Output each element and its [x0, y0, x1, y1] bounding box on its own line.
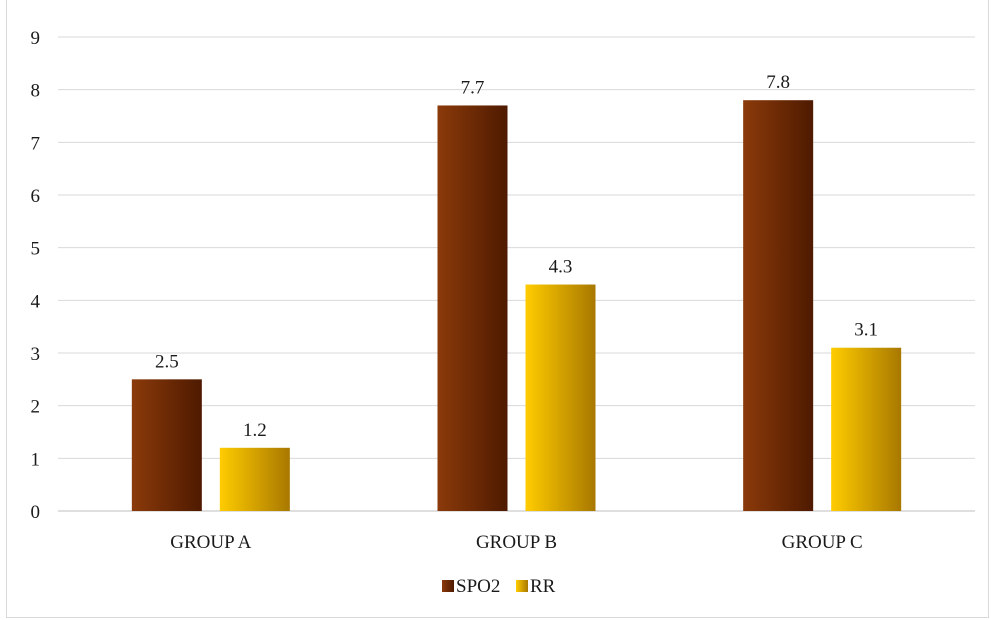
chart-frame: [6, 0, 989, 618]
legend-label: RR: [530, 576, 556, 597]
bar-rr: [219, 447, 290, 511]
x-category-label: GROUP B: [476, 532, 557, 553]
gridlines: [58, 36, 975, 512]
bars: [131, 100, 902, 511]
legend-label: SPO2: [456, 576, 500, 597]
legend-swatch: [516, 580, 528, 592]
y-tick-label: 0: [31, 502, 41, 523]
legend-swatch: [442, 580, 454, 592]
data-label: 1.2: [243, 420, 267, 441]
data-labels: 2.5 1.2 7.7 4.3 7.8 3.1: [155, 72, 878, 441]
y-tick-label: 3: [31, 344, 41, 365]
y-tick-label: 8: [31, 81, 41, 102]
data-label: 7.7: [461, 77, 485, 98]
y-tick-label: 7: [31, 133, 41, 154]
y-tick-label: 6: [31, 186, 41, 207]
data-label: 2.5: [155, 351, 179, 372]
data-label: 3.1: [854, 320, 878, 341]
data-label: 7.8: [766, 72, 790, 93]
legend: SPO2 RR: [442, 576, 556, 597]
bar-spo2: [437, 105, 508, 511]
y-tick-label: 5: [31, 239, 41, 260]
y-tick-label: 1: [31, 449, 41, 470]
y-tick-label: 2: [31, 397, 41, 418]
bar-rr: [525, 284, 596, 511]
x-category-label: GROUP C: [782, 532, 863, 553]
bar-rr: [831, 347, 902, 511]
bar-spo2: [131, 379, 202, 511]
y-tick-label: 4: [31, 291, 41, 312]
x-axis-categories: GROUP A GROUP B GROUP C: [170, 532, 862, 553]
y-axis-ticks: 0 1 2 3 4 5 6 7 8 9: [31, 28, 41, 523]
bar-spo2: [743, 100, 814, 511]
x-category-label: GROUP A: [170, 532, 251, 553]
data-label: 4.3: [549, 257, 573, 278]
y-tick-label: 9: [31, 28, 41, 49]
